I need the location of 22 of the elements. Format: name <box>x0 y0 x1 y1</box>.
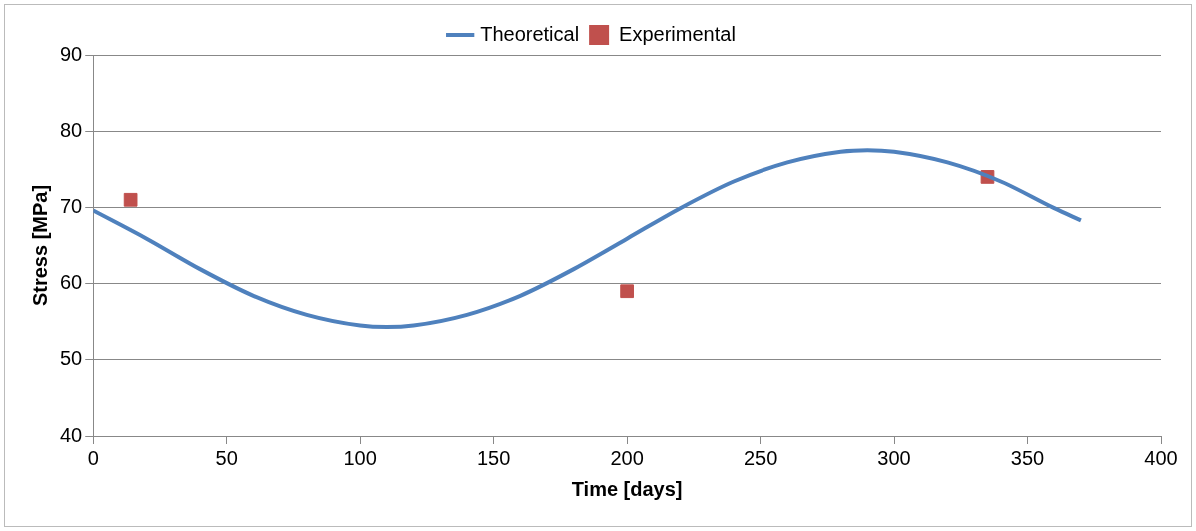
x-tick-label: 100 <box>343 446 377 469</box>
line-series <box>93 148 1083 330</box>
x-tick-label: 250 <box>743 446 778 469</box>
point <box>620 284 634 299</box>
legend-label: Experimental <box>619 22 736 45</box>
y-axis-title: Stress [MPa] <box>28 184 51 307</box>
y-tick-label: 50 <box>60 347 83 370</box>
x-tick-label: 300 <box>877 446 911 469</box>
y-tick-label: 80 <box>60 118 83 141</box>
y-tick-label: 90 <box>60 42 83 65</box>
x-tick-label: 200 <box>610 446 644 469</box>
x-axis-title: Time [days] <box>571 477 683 500</box>
legend-label: Theoretical <box>480 22 580 45</box>
x-tick-label: 350 <box>1010 446 1045 469</box>
x-tick-label: 150 <box>476 446 511 469</box>
x-tick-label: 0 <box>87 446 99 469</box>
y-tick-label: 60 <box>60 271 83 294</box>
y-tick-label: 70 <box>60 194 83 217</box>
point <box>123 192 138 207</box>
x-tick-label: 50 <box>215 446 238 469</box>
x-tick-label: 400 <box>1144 446 1178 469</box>
y-tick-label: 40 <box>60 423 83 446</box>
